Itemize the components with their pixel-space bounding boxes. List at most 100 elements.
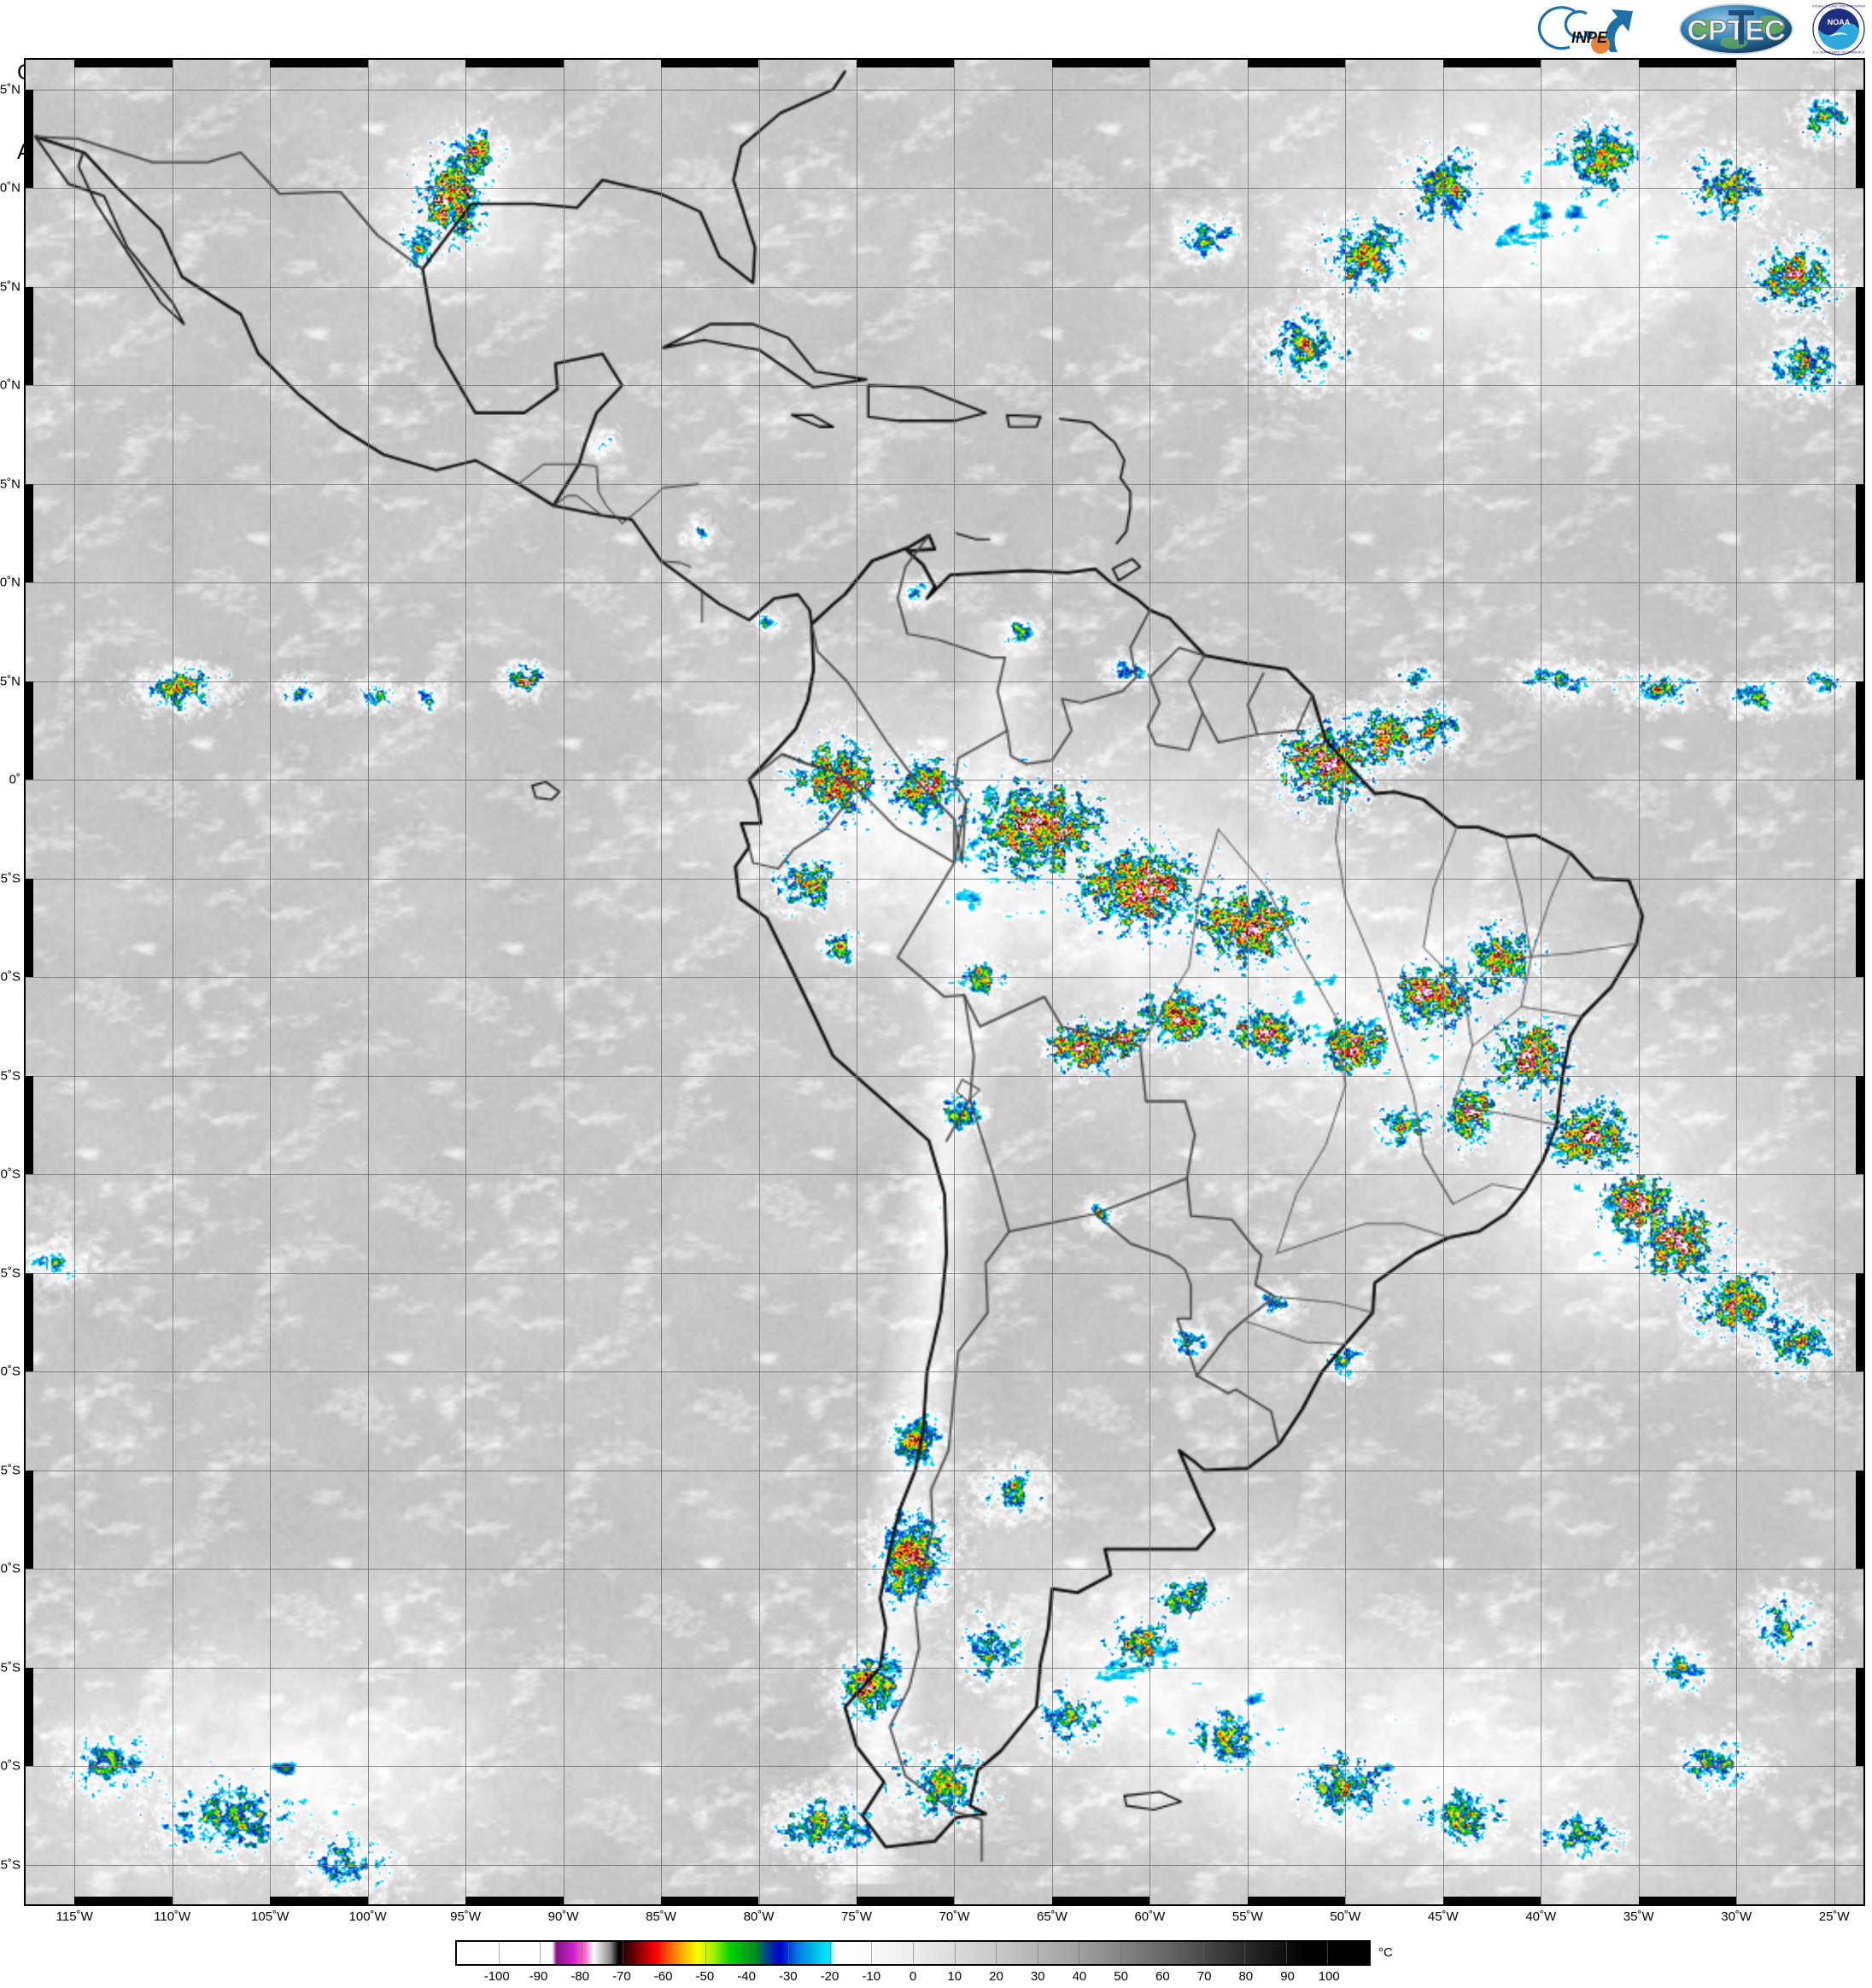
border-tick-band	[74, 1897, 173, 1904]
longitude-tick-label: 25˚W	[1818, 1909, 1850, 1924]
colorbar-separator	[871, 1942, 873, 1964]
colorbar-tick-label: 10	[947, 1969, 962, 1984]
colorbar-tick-label: 0	[909, 1969, 917, 1984]
colorbar-separator	[664, 1942, 665, 1964]
latitude-tick-label: 25˚N	[0, 279, 20, 295]
latitude-tick-label: 50˚S	[0, 1758, 20, 1774]
border-tick-band	[856, 1897, 955, 1904]
colorbar-tick-label: -60	[653, 1969, 673, 1984]
longitude-tick-label: 70˚W	[939, 1909, 970, 1924]
colorbar-tick-label: 50	[1114, 1969, 1128, 1984]
logo-bar: INPE CPTEC NOA	[1532, 2, 1865, 56]
colorbar-tick-label: 90	[1280, 1969, 1295, 1984]
border-tick-band	[465, 60, 564, 67]
colorbar-tick-label: -100	[483, 1969, 510, 1984]
svg-text:NATIONAL OCEANIC AND ATMOSPHER: NATIONAL OCEANIC AND ATMOSPHERIC	[1812, 5, 1865, 9]
border-tick-band	[270, 60, 368, 67]
border-tick-band	[1638, 1897, 1737, 1904]
border-tick-band	[26, 878, 33, 978]
border-tick-band	[1051, 1897, 1150, 1904]
colorbar-tick-label: -40	[737, 1969, 756, 1984]
latitude-tick-label: 10˚N	[0, 575, 20, 590]
colorbar: °C -100 -90 -80 -70 -60 -50 -40 -30 -20 -10 0 10 20 3…	[0, 1940, 1872, 1988]
border-tick-band	[26, 681, 33, 781]
border-tick-band	[1856, 1667, 1863, 1767]
border-tick-band	[1051, 60, 1150, 67]
longitude-tick-label: 90˚W	[547, 1909, 579, 1924]
border-tick-band	[26, 1075, 33, 1175]
svg-text:U.S. DEPARTMENT OF COMMERCE: U.S. DEPARTMENT OF COMMERCE	[1813, 51, 1865, 55]
latitude-tick-label: 35˚N	[0, 82, 20, 97]
border-tick-band	[270, 1897, 368, 1904]
latitude-tick-label: 15˚S	[0, 1068, 20, 1084]
colorbar-separator	[1285, 1942, 1287, 1964]
colorbar-tick-labels: -100 -90 -80 -70 -60 -50 -40 -30 -20 -10 0 10 20 30 40…	[0, 1969, 1872, 1988]
border-tick-band	[26, 286, 33, 386]
colorbar-separator	[788, 1942, 790, 1964]
colorbar-tick-label: -90	[529, 1969, 548, 1984]
border-tick-band	[1856, 89, 1863, 189]
colorbar-separator	[1120, 1942, 1121, 1964]
colorbar-tick-label: 30	[1030, 1969, 1045, 1984]
colorbar-tick-label: -20	[820, 1969, 839, 1984]
latitude-tick-label: 5˚S	[0, 871, 20, 886]
longitude-tick-label: 100˚W	[348, 1909, 387, 1924]
border-tick-band	[1856, 1075, 1863, 1175]
colorbar-separator	[1327, 1942, 1329, 1964]
border-tick-band	[661, 60, 759, 67]
colorbar-tick-label: -10	[862, 1969, 881, 1984]
border-tick-band	[26, 1470, 33, 1570]
latitude-axis: 35˚N 30˚N 25˚N 20˚N 15˚N 10˚N 5˚N 0˚ 5˚S 10˚S 15˚S…	[0, 58, 24, 1906]
cptec-logo: CPTEC	[1679, 3, 1793, 55]
colorbar-tick-label: -80	[570, 1969, 590, 1984]
longitude-tick-label: 75˚W	[841, 1909, 872, 1924]
longitude-tick-label: 45˚W	[1427, 1909, 1459, 1924]
longitude-tick-label: 110˚W	[154, 1909, 191, 1924]
svg-text:CPTEC: CPTEC	[1687, 15, 1785, 47]
latitude-tick-label: 15˚N	[0, 477, 20, 492]
colorbar-tick-label: 40	[1072, 1969, 1087, 1984]
border-tick-band	[1856, 1470, 1863, 1570]
border-tick-band	[465, 1897, 564, 1904]
svg-text:NOAA: NOAA	[1828, 18, 1851, 26]
border-tick-band	[1856, 1272, 1863, 1372]
colorbar-separator	[540, 1942, 541, 1964]
colorbar-tick-label: 100	[1318, 1969, 1340, 1984]
noaa-logo: NOAA NATIONAL OCEANIC AND ATMOSPHERIC U.…	[1812, 3, 1865, 56]
colorbar-tick-label: 80	[1238, 1969, 1254, 1984]
border-tick-band	[1856, 286, 1863, 386]
border-tick-band	[1247, 60, 1346, 67]
latitude-tick-label: 45˚S	[0, 1660, 20, 1675]
longitude-tick-label: 105˚W	[251, 1909, 290, 1924]
latitude-tick-label: 30˚N	[0, 180, 20, 196]
latitude-tick-label: 30˚S	[0, 1364, 20, 1379]
colorbar-separator	[746, 1942, 748, 1964]
longitude-tick-label: 35˚W	[1623, 1909, 1654, 1924]
longitude-tick-label: 80˚W	[743, 1909, 775, 1924]
colorbar-tick-label: -30	[778, 1969, 798, 1984]
satellite-map[interactable]	[24, 58, 1865, 1906]
latitude-tick-label: 20˚N	[0, 377, 20, 393]
latitude-tick-label: 20˚S	[0, 1166, 20, 1182]
border-tick-band	[26, 1667, 33, 1767]
border-tick-band	[1856, 681, 1863, 781]
border-tick-band	[74, 60, 173, 67]
border-tick-band	[1856, 483, 1863, 583]
longitude-tick-label: 60˚W	[1134, 1909, 1166, 1924]
longitude-tick-label: 30˚W	[1721, 1909, 1752, 1924]
colorbar-separator	[1244, 1942, 1246, 1964]
colorbar-tick-label: 60	[1155, 1969, 1170, 1984]
longitude-tick-label: 115˚W	[56, 1909, 93, 1924]
border-tick-band	[26, 1272, 33, 1372]
colorbar-separator	[829, 1942, 831, 1964]
inpe-logo: INPE	[1537, 6, 1633, 54]
longitude-tick-label: 55˚W	[1231, 1909, 1263, 1924]
longitude-tick-label: 95˚W	[450, 1909, 482, 1924]
colorbar-separator	[996, 1942, 997, 1964]
svg-text:INPE: INPE	[1571, 29, 1608, 46]
latitude-tick-label: 10˚S	[0, 969, 20, 985]
latitude-tick-label: 25˚S	[0, 1266, 20, 1281]
colorbar-tick-label: 20	[989, 1969, 1003, 1984]
colorbar-separator	[1161, 1942, 1163, 1964]
